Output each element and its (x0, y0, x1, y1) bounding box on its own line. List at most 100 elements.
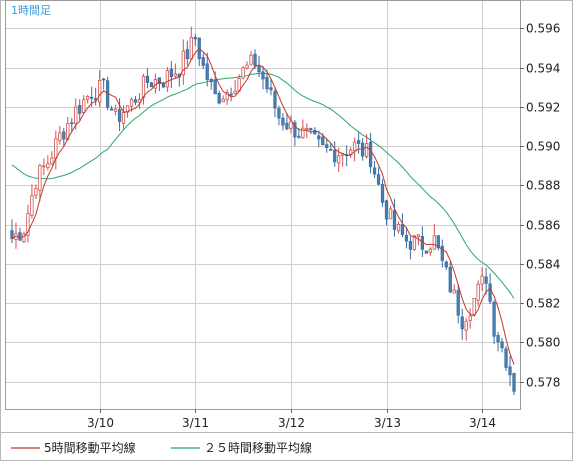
candle-body (157, 77, 162, 85)
candle-body (297, 135, 301, 138)
candle-body (349, 149, 353, 155)
candle-body (500, 341, 504, 349)
candle-body (225, 91, 229, 100)
y-tick-label: 0.586 (526, 219, 560, 233)
candle-body (508, 366, 512, 376)
candle-body (468, 315, 472, 321)
candle-body (293, 122, 297, 138)
candle-body (62, 131, 66, 140)
candle-body (440, 245, 444, 261)
y-tick-label: 0.584 (526, 258, 560, 272)
candle-body (38, 165, 42, 191)
candle-body (269, 87, 273, 91)
candle-body (384, 200, 389, 220)
candle-body (22, 233, 26, 242)
candle-body (26, 213, 30, 236)
candle-body (193, 36, 197, 40)
candle-body (98, 80, 102, 103)
candle-body (404, 235, 409, 242)
candle-body (141, 75, 146, 99)
candle-body (54, 138, 58, 159)
candle-body (504, 348, 508, 368)
candle-body (261, 71, 265, 80)
candle-body (10, 230, 14, 239)
chart-title: 1時間足 (11, 4, 51, 17)
candle-body (78, 105, 82, 114)
candle-body (444, 261, 448, 268)
candle-body (241, 67, 245, 79)
candle-body (221, 98, 225, 103)
candle-body (185, 49, 189, 60)
candle-body (484, 276, 488, 284)
y-tick-label: 0.592 (526, 101, 560, 115)
candle-body (512, 372, 516, 392)
candle-body (460, 316, 464, 330)
x-tick-label: 3/10 (87, 416, 114, 430)
candle-body (492, 301, 496, 337)
candle-body (34, 188, 38, 196)
candle-body (301, 127, 305, 139)
candle-body (372, 167, 377, 175)
candle-body (376, 174, 381, 185)
candle-body (416, 234, 421, 238)
x-tick-label: 3/12 (278, 416, 305, 430)
candle-body (313, 129, 317, 135)
candle-body (233, 90, 237, 94)
candle-body (333, 149, 337, 163)
candle-body (245, 64, 249, 69)
candle-body (392, 210, 397, 230)
candle-body (30, 195, 34, 216)
candle-body (46, 163, 50, 168)
candle-body (325, 144, 329, 148)
candle-body (436, 235, 440, 249)
candle-body (400, 224, 405, 235)
candle-body (456, 290, 460, 316)
legend-ma5-label: 5時間移動平均線 (44, 440, 136, 455)
candle-body (58, 132, 62, 142)
x-tick-label: 3/13 (374, 416, 401, 430)
candle-body (309, 128, 313, 131)
candle-body (428, 248, 432, 253)
candle-body (18, 232, 22, 241)
x-axis-ticks: 3/10 3/11 3/12 3/13 3/14 (87, 409, 496, 430)
candle-body (285, 122, 289, 130)
candle-body (277, 108, 281, 119)
candle-body (74, 106, 78, 124)
candle-body (249, 54, 253, 65)
candle-body (86, 96, 90, 100)
candle-body (217, 92, 221, 104)
candle-body (133, 99, 138, 103)
y-tick-label: 0.578 (526, 376, 560, 390)
candle-body (265, 76, 269, 90)
candle-body (476, 283, 480, 301)
candle-body (488, 283, 492, 302)
candle-body (213, 79, 217, 95)
candle-body (305, 128, 309, 131)
candle-body (396, 224, 401, 232)
candle-body (380, 184, 385, 203)
candle-body (317, 135, 321, 140)
candle-body (353, 141, 357, 152)
candle-body (205, 63, 209, 81)
candle-body (209, 79, 213, 83)
candle-body (364, 143, 369, 157)
candle-body (161, 82, 166, 88)
candle-body (424, 250, 428, 254)
candle-body (42, 165, 46, 168)
candle-body (257, 65, 261, 73)
ma5-layer (11, 48, 515, 365)
candle-body (480, 275, 484, 285)
y-tick-label: 0.582 (526, 297, 560, 311)
candle-body (149, 82, 154, 88)
candle-body (101, 78, 106, 81)
candle-body (109, 108, 114, 111)
candle-body (281, 117, 285, 126)
candle-body (408, 240, 413, 250)
candle-body (50, 157, 54, 165)
x-tick-label: 3/14 (469, 416, 496, 430)
y-tick-label: 0.596 (526, 22, 560, 36)
candle-body (321, 136, 325, 146)
